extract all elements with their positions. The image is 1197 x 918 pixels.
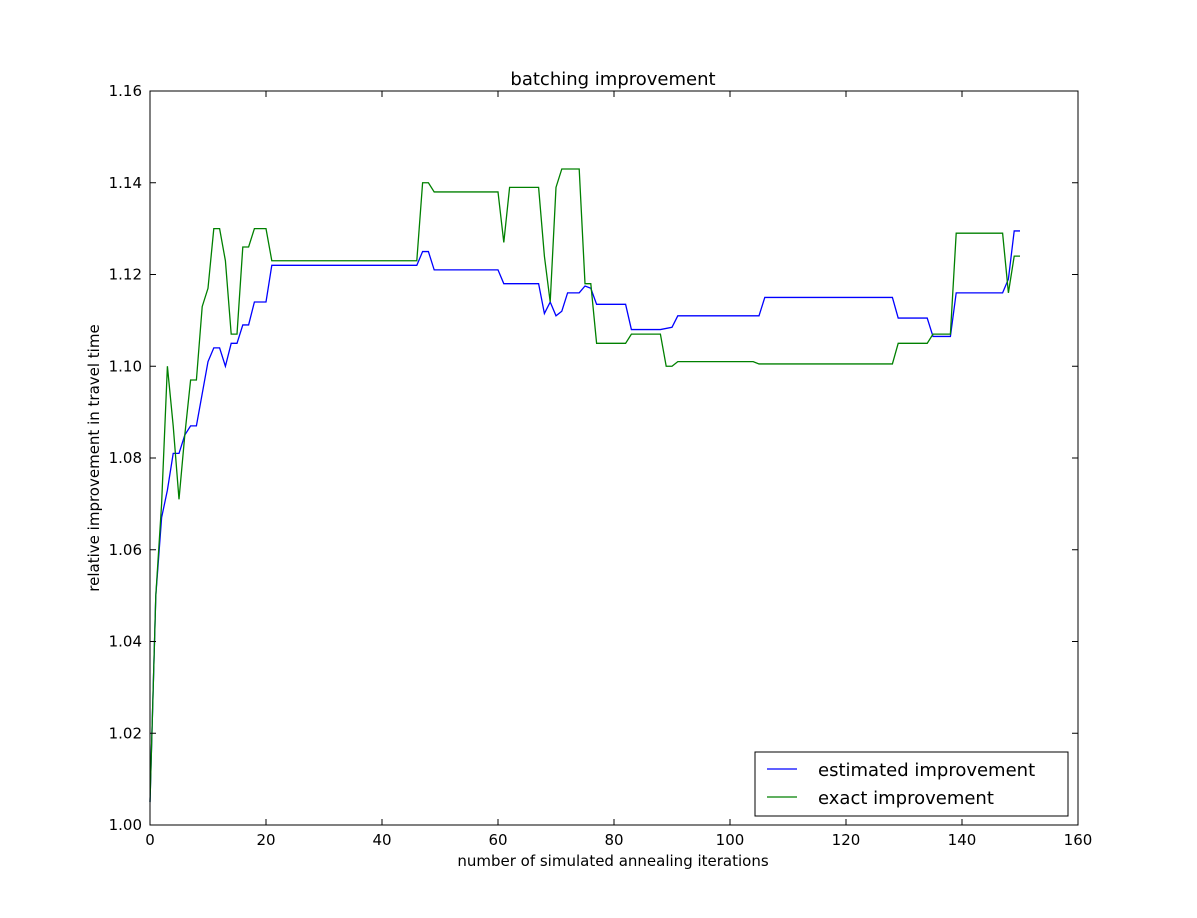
x-tick-label: 160	[1064, 831, 1093, 849]
y-axis-label: relative improvement in travel time	[85, 324, 103, 591]
legend-label-exact: exact improvement	[818, 788, 994, 809]
chart-title: batching improvement	[510, 69, 715, 90]
legend-box	[754, 751, 1069, 817]
x-tick-label: 0	[145, 831, 155, 849]
legend: estimated improvement exact improvement	[754, 751, 1069, 817]
series-line-exact	[149, 168, 1020, 803]
x-tick-label: 20	[256, 831, 275, 849]
y-tick-label: 1.02	[109, 724, 142, 742]
tick-layer: 0 20 40 60 80 100 120 140 160 1.00 1.02 1.04 1.06 1.0…	[109, 82, 1093, 849]
series-line-estimated	[149, 230, 1020, 803]
y-tick-label: 1.08	[109, 449, 142, 467]
x-tick-label: 120	[832, 831, 861, 849]
y-tick-label: 1.10	[109, 357, 142, 375]
x-tick-label: 80	[604, 831, 623, 849]
y-tick-label: 1.00	[109, 816, 142, 834]
x-tick-label: 40	[372, 831, 391, 849]
legend-label-estimated: estimated improvement	[818, 760, 1035, 781]
y-tick-label: 1.04	[109, 633, 142, 651]
y-tick-label: 1.12	[109, 266, 142, 284]
series-layer	[149, 168, 1020, 803]
x-tick-label: 100	[716, 831, 745, 849]
y-tick-label: 1.14	[109, 174, 142, 192]
y-tick-label: 1.16	[109, 82, 142, 100]
x-tick-label: 140	[948, 831, 977, 849]
y-tick-label: 1.06	[109, 541, 142, 559]
x-tick-label: 60	[488, 831, 507, 849]
x-axis-label: number of simulated annealing iterations	[457, 852, 769, 870]
